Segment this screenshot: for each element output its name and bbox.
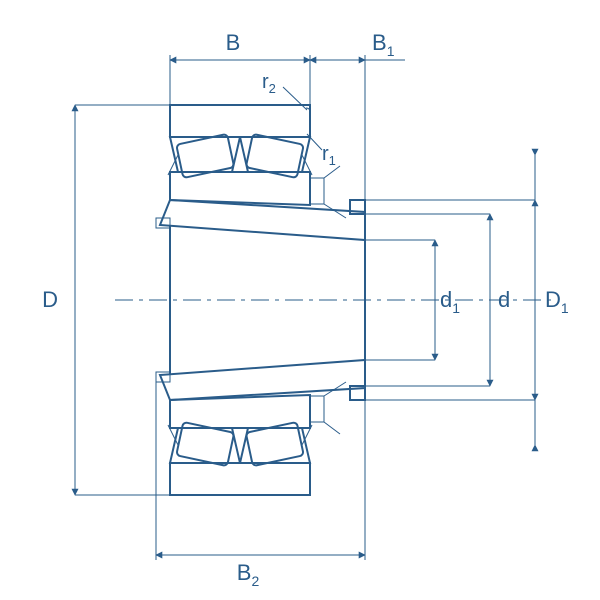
label-B: B <box>226 30 241 55</box>
dim-r <box>283 87 322 150</box>
bearing-cross-section-diagram: D D1 d d1 B B1 B2 r2 r1 <box>0 0 600 600</box>
lower-section <box>168 395 312 495</box>
label-d: d <box>498 287 510 312</box>
dim-B <box>170 55 310 105</box>
sleeve-lower <box>156 360 365 400</box>
upper-section <box>168 105 312 205</box>
label-B2: B2 <box>237 560 260 589</box>
label-D: D <box>42 287 58 312</box>
label-r1: r1 <box>322 143 336 168</box>
label-r2: r2 <box>262 71 276 96</box>
dim-B2 <box>156 380 365 560</box>
sleeve-upper <box>156 200 365 240</box>
label-B1: B1 <box>372 30 395 59</box>
label-D1: D1 <box>545 287 569 316</box>
label-d1: d1 <box>440 287 460 316</box>
